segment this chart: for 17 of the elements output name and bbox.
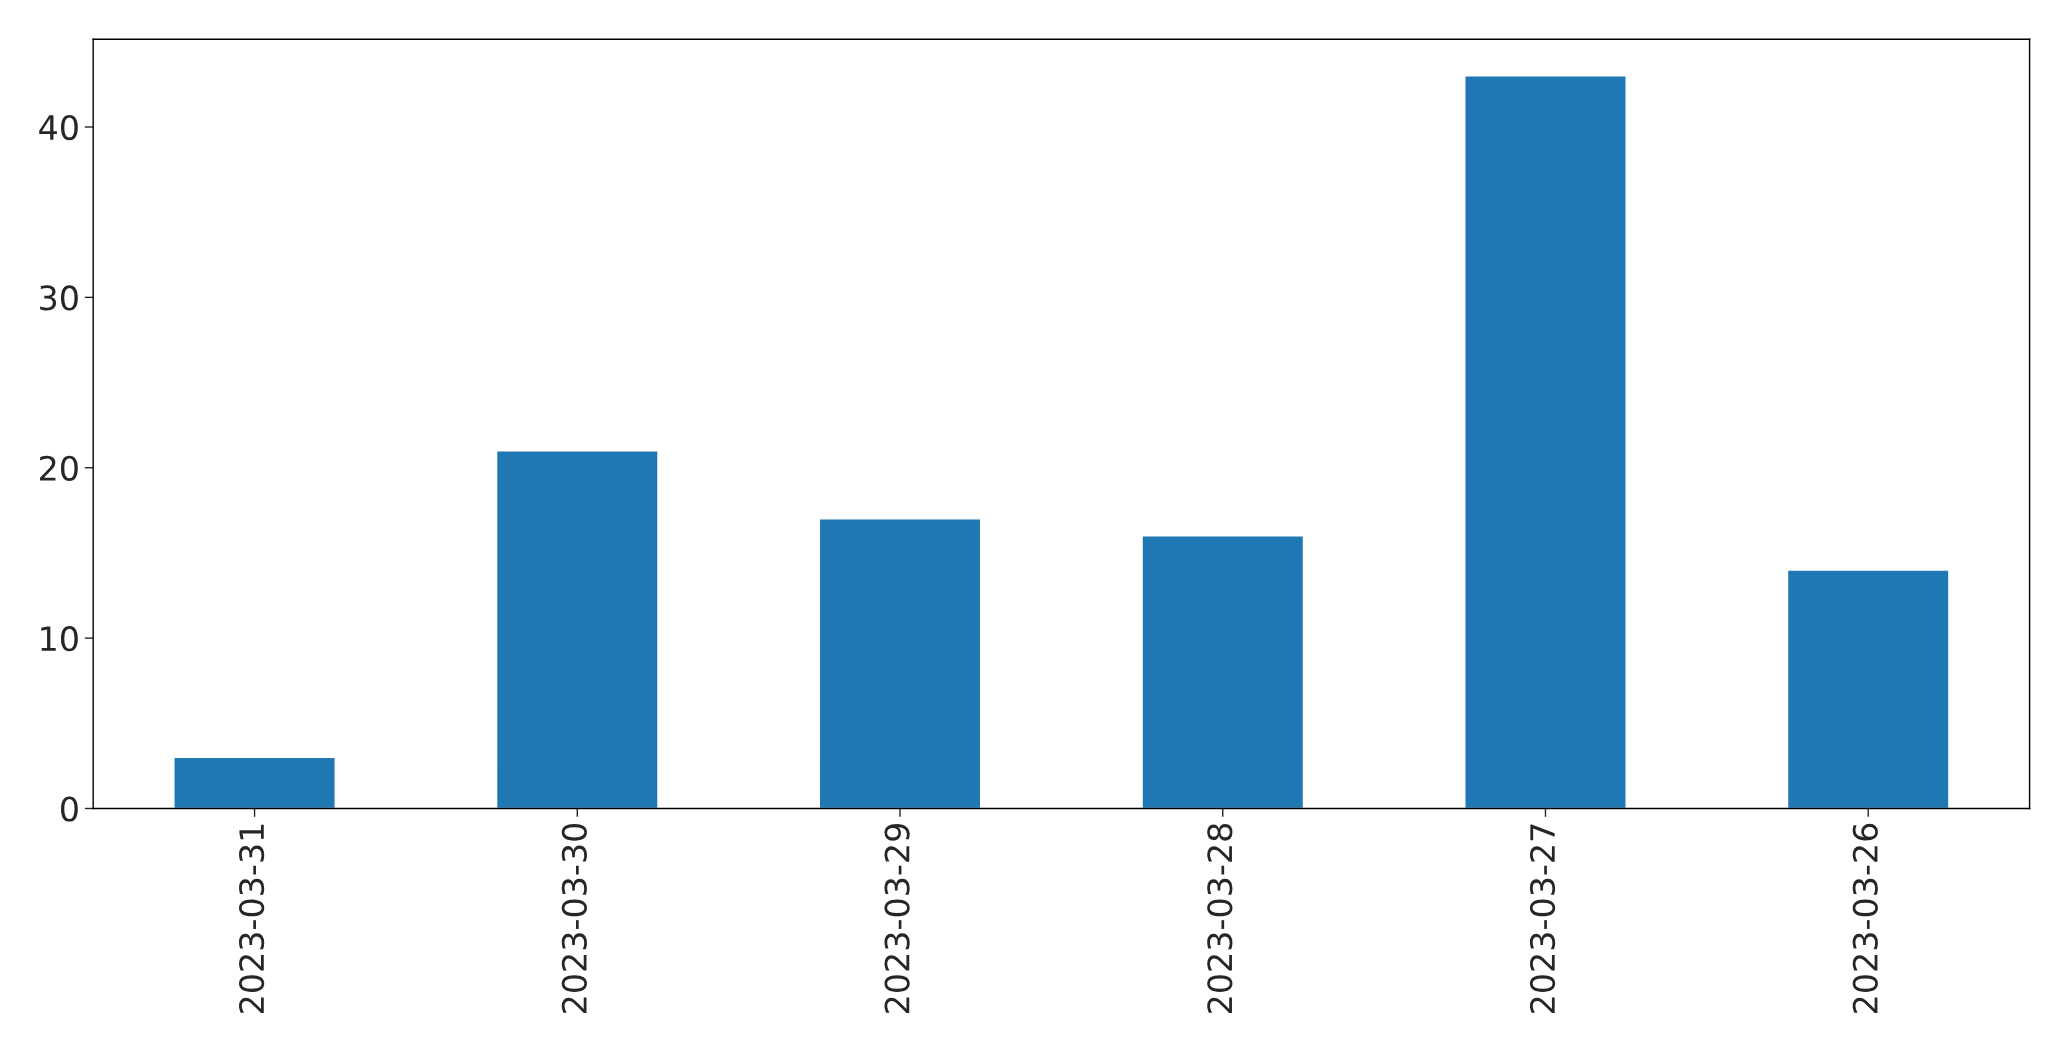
x-tick-label: 2023-03-30 [561,823,587,1013]
bar [495,450,659,809]
x-tick-label: 2023-03-28 [1207,823,1233,1013]
y-tick-label: 30 [40,285,78,311]
x-tick-label: 2023-03-29 [884,824,910,1013]
bar [818,518,982,809]
y-tick-label: 10 [41,626,78,652]
y-tick-label: 40 [39,114,78,141]
x-tick-label: 2023-03-31 [239,824,265,1013]
bar [1464,75,1627,809]
y-tick-label: 0 [60,796,78,822]
x-tick-label: 2023-03-27 [1529,824,1556,1013]
x-tick-label: 2023-03-26 [1852,823,1878,1013]
bar [1786,569,1950,809]
bar [1141,535,1305,809]
bar [173,756,336,809]
y-tick-label: 20 [40,455,78,481]
